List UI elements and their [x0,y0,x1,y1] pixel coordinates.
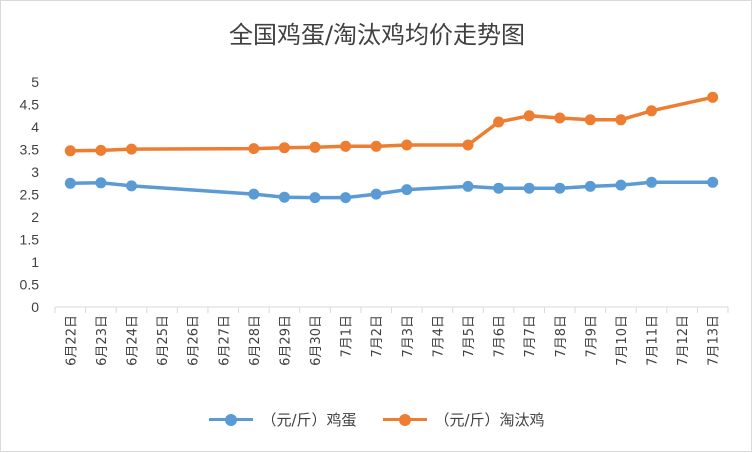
y-tick-label: 0 [31,299,39,315]
data-point [523,110,535,122]
data-point [309,141,321,153]
x-tick-label: 7月7日 [523,315,538,358]
data-point [126,180,137,192]
x-tick-label: 7月1日 [340,315,355,358]
series-line-1 [68,95,715,153]
data-point [95,144,107,156]
legend-item-eggs: （元/斤）鸡蛋 [209,409,357,430]
data-point [554,182,566,194]
legend-label-eggs: （元/斤）鸡蛋 [261,411,357,429]
data-point [493,116,505,128]
y-tick-label: 4.5 [20,97,40,113]
y-tick-label: 1.5 [20,232,40,248]
legend-item-culled-hens: （元/斤）淘汰鸡 [382,409,545,430]
legend: （元/斤）鸡蛋 （元/斤）淘汰鸡 [1,409,752,430]
x-tick-label: 7月9日 [584,315,599,358]
data-point [95,177,107,189]
data-point [584,180,596,192]
x-tick-label: 7月6日 [493,315,508,358]
x-tick-label: 7月8日 [554,315,569,358]
x-tick-label: 6月27日 [217,315,232,366]
data-point [340,140,352,152]
x-tick-label: 6月22日 [64,315,79,366]
x-tick-label: 6月28日 [248,315,263,366]
data-point [462,180,474,192]
data-point [584,114,596,126]
y-tick-label: 3 [31,164,39,180]
data-point [309,192,321,204]
x-tick-label: 7月4日 [431,315,446,358]
y-tick-label: 1 [31,254,39,270]
data-point [278,191,290,203]
data-point [462,139,474,151]
x-tick-label: 7月3日 [401,315,416,358]
data-point [615,114,627,126]
legend-label-culled-hens: （元/斤）淘汰鸡 [434,411,545,429]
data-point [401,184,413,196]
data-point [126,143,137,155]
legend-swatch-eggs [209,413,254,426]
x-tick-label: 7月5日 [462,315,477,358]
data-point [523,182,535,194]
y-tick-label: 5 [31,74,39,90]
data-point [340,192,352,204]
y-tick-label: 2 [31,209,39,225]
x-tick-label: 7月12日 [676,315,691,366]
data-point [646,176,657,188]
data-point [615,179,627,191]
y-tick-label: 4 [31,119,39,135]
data-point [64,177,76,189]
x-tick-label: 6月29日 [278,315,293,366]
x-tick-label: 6月30日 [309,315,324,366]
x-tick-label: 7月2日 [370,315,385,358]
chart-title: 全国鸡蛋/淘汰鸡均价走势图 [228,21,526,49]
x-tick-label: 6月24日 [125,315,140,366]
x-tick-label: 6月23日 [95,315,110,366]
legend-swatch-culled-hens [382,413,427,426]
data-point [370,140,382,152]
x-tick-label: 7月10日 [615,315,630,366]
data-point [278,142,290,154]
data-point [248,188,260,200]
y-tick-label: 0.5 [20,277,40,293]
data-point [64,145,76,157]
y-tick-label: 3.5 [20,142,40,158]
data-point [554,112,566,124]
data-point [707,176,719,188]
x-tick-label: 7月13日 [707,315,722,366]
data-point [370,188,382,200]
data-point [401,139,413,151]
data-point [493,182,505,194]
x-tick-label: 7月11日 [646,315,661,366]
data-point [248,143,260,155]
x-tick-label: 6月25日 [156,315,171,366]
x-tick-label: 6月26日 [187,315,202,366]
y-tick-label: 2.5 [20,187,40,203]
data-point [707,91,719,103]
data-point [646,105,657,117]
